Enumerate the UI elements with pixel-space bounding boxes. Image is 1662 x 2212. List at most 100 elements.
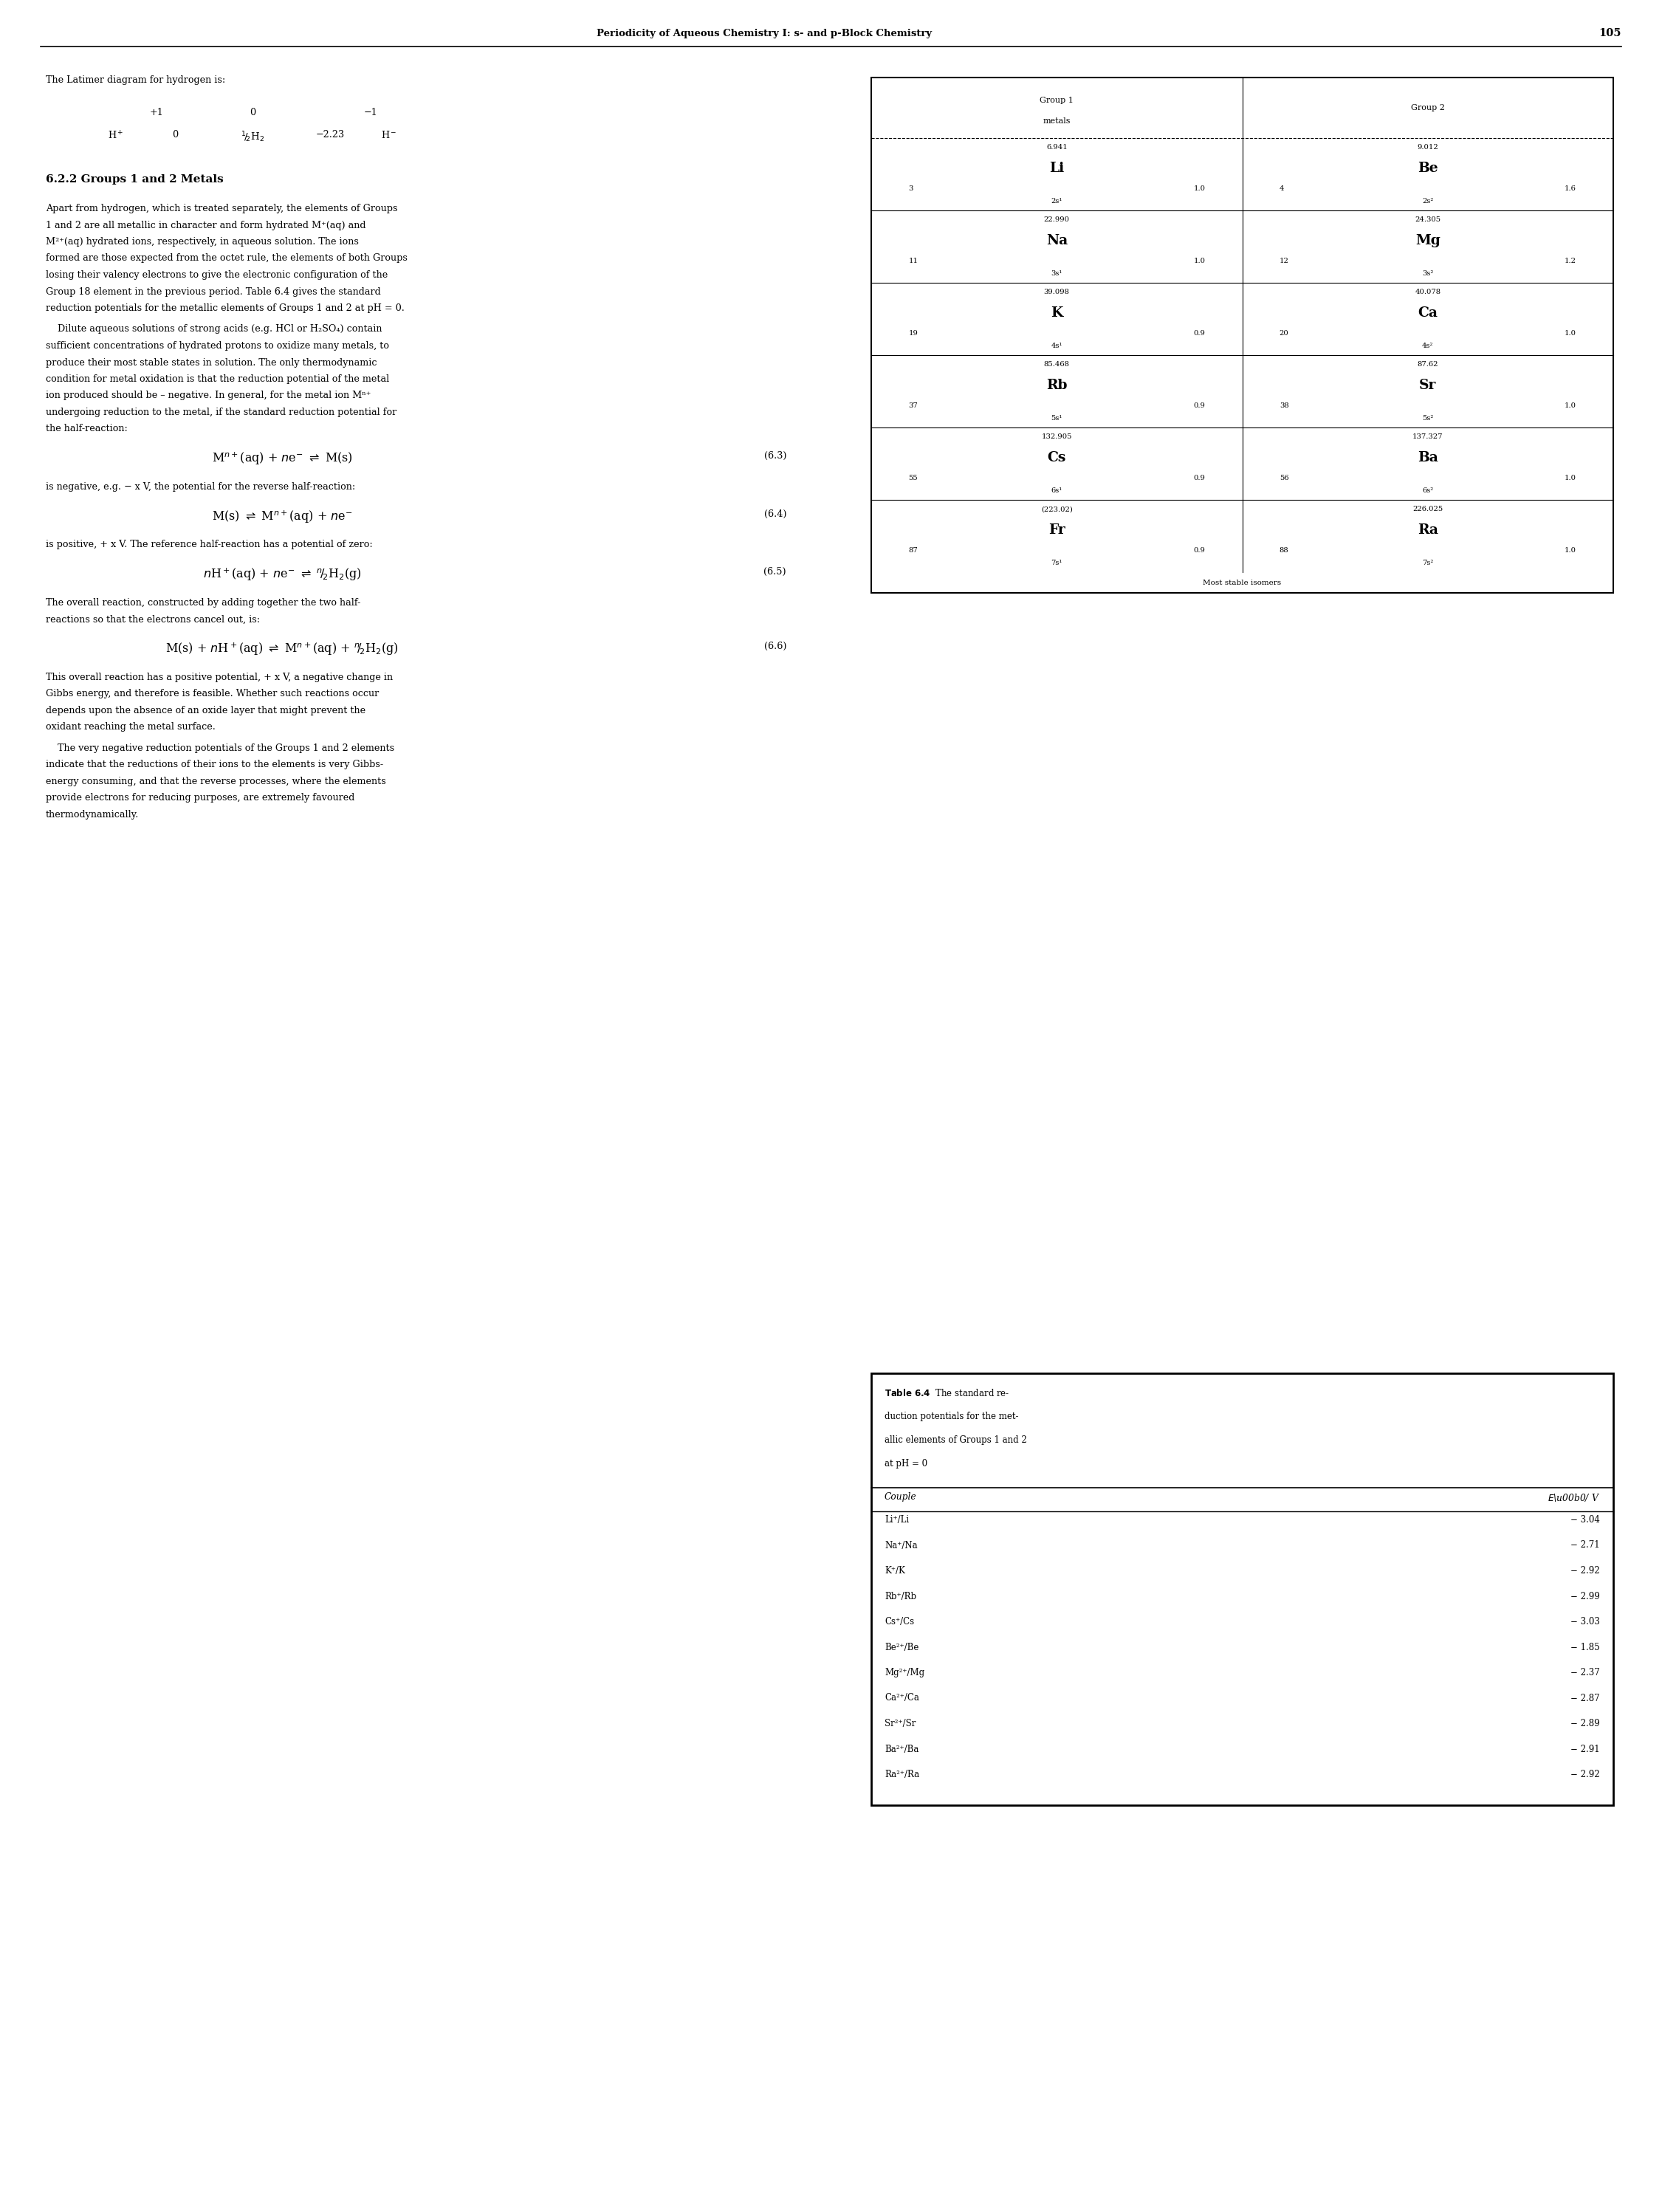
Text: undergoing reduction to the metal, if the standard reduction potential for: undergoing reduction to the metal, if th… (47, 407, 397, 418)
Text: 0.9: 0.9 (1193, 403, 1205, 409)
Text: reactions so that the electrons cancel out, is:: reactions so that the electrons cancel o… (47, 615, 259, 624)
Text: 1.0: 1.0 (1193, 186, 1205, 192)
Text: 88: 88 (1280, 546, 1288, 553)
Text: reduction potentials for the metallic elements of Groups 1 and 2 at pH = 0.: reduction potentials for the metallic el… (47, 303, 404, 314)
Text: Sr: Sr (1419, 378, 1436, 392)
Text: 19: 19 (909, 330, 917, 336)
Text: 0: 0 (171, 131, 178, 139)
Text: Periodicity of Aqueous Chemistry I: s- and p-Block Chemistry: Periodicity of Aqueous Chemistry I: s- a… (597, 29, 932, 38)
Text: 6s²: 6s² (1423, 487, 1433, 493)
Text: 87.62: 87.62 (1418, 361, 1438, 367)
Text: Li⁺/Li: Li⁺/Li (884, 1515, 909, 1524)
Text: 55: 55 (909, 476, 917, 482)
Text: Rb⁺/Rb: Rb⁺/Rb (884, 1590, 916, 1601)
Text: 6.941: 6.941 (1045, 144, 1067, 150)
Text: 0.9: 0.9 (1193, 330, 1205, 336)
Text: (223.02): (223.02) (1040, 507, 1072, 513)
Text: (6.4): (6.4) (765, 509, 786, 518)
Text: 1.0: 1.0 (1564, 403, 1576, 409)
Text: condition for metal oxidation is that the reduction potential of the metal: condition for metal oxidation is that th… (47, 374, 389, 385)
Text: the half-reaction:: the half-reaction: (47, 425, 128, 434)
Text: 24.305: 24.305 (1414, 217, 1441, 223)
Text: $n$H$^+$(aq) + $n$e$^{-}$ $\rightleftharpoons$ $^n\!/\!_2$H$_2$(g): $n$H$^+$(aq) + $n$e$^{-}$ $\rightlefthar… (203, 566, 361, 582)
Text: thermodynamically.: thermodynamically. (47, 810, 140, 818)
Bar (871, 77, 1614, 593)
Text: Gibbs energy, and therefore is feasible. Whether such reactions occur: Gibbs energy, and therefore is feasible.… (47, 690, 379, 699)
Text: Li: Li (1049, 161, 1064, 175)
Text: 1.0: 1.0 (1564, 546, 1576, 553)
Text: 7s¹: 7s¹ (1050, 560, 1062, 566)
Text: 3s¹: 3s¹ (1050, 270, 1062, 276)
Text: metals: metals (1042, 117, 1070, 124)
Text: 5s¹: 5s¹ (1050, 416, 1062, 422)
Text: at pH = 0: at pH = 0 (884, 1460, 927, 1469)
Text: M(s) $\rightleftharpoons$ M$^{n+}$(aq) + $n$e$^{-}$: M(s) $\rightleftharpoons$ M$^{n+}$(aq) +… (211, 509, 352, 524)
Text: 56: 56 (1280, 476, 1288, 482)
Text: 3s²: 3s² (1423, 270, 1433, 276)
Text: losing their valency electrons to give the electronic configuration of the: losing their valency electrons to give t… (47, 270, 387, 281)
Text: − 2.92: − 2.92 (1571, 1566, 1601, 1575)
Text: − 2.91: − 2.91 (1571, 1745, 1601, 1754)
Text: 1.2: 1.2 (1564, 259, 1576, 265)
Text: 5s²: 5s² (1423, 416, 1433, 422)
Text: 137.327: 137.327 (1413, 434, 1443, 440)
Text: 1.0: 1.0 (1564, 476, 1576, 482)
Text: Ra: Ra (1418, 524, 1438, 538)
Text: 39.098: 39.098 (1044, 290, 1070, 296)
Text: 38: 38 (1280, 403, 1288, 409)
Text: − 2.71: − 2.71 (1571, 1540, 1601, 1551)
Text: 1.0: 1.0 (1564, 330, 1576, 336)
Text: 87: 87 (909, 546, 917, 553)
Text: 7s²: 7s² (1423, 560, 1433, 566)
Text: Sr²⁺/Sr: Sr²⁺/Sr (884, 1719, 916, 1728)
Text: Na: Na (1045, 234, 1067, 248)
Text: (6.3): (6.3) (765, 451, 786, 460)
Text: H$^+$: H$^+$ (108, 131, 125, 142)
Text: Na⁺/Na: Na⁺/Na (884, 1540, 917, 1551)
Text: Couple: Couple (884, 1493, 917, 1502)
Text: 4: 4 (1280, 186, 1285, 192)
Text: formed are those expected from the octet rule, the elements of both Groups: formed are those expected from the octet… (47, 254, 407, 263)
Text: This overall reaction has a positive potential, + x V, a negative change in: This overall reaction has a positive pot… (47, 672, 392, 681)
Text: − 2.92: − 2.92 (1571, 1770, 1601, 1778)
Text: − 2.37: − 2.37 (1571, 1668, 1601, 1677)
Text: 12: 12 (1280, 259, 1288, 265)
Text: +1: +1 (150, 108, 163, 117)
Text: Ca²⁺/Ca: Ca²⁺/Ca (884, 1694, 919, 1703)
Text: Ba²⁺/Ba: Ba²⁺/Ba (884, 1745, 919, 1754)
Text: (6.5): (6.5) (765, 566, 786, 577)
Text: − 3.03: − 3.03 (1571, 1617, 1601, 1626)
Text: Group 18 element in the previous period. Table 6.4 gives the standard: Group 18 element in the previous period.… (47, 288, 381, 296)
Text: 2s¹: 2s¹ (1050, 197, 1062, 204)
Text: depends upon the absence of an oxide layer that might prevent the: depends upon the absence of an oxide lay… (47, 706, 366, 714)
Text: H$^-$: H$^-$ (381, 131, 397, 139)
Text: Ca: Ca (1418, 307, 1438, 321)
Text: sufficient concentrations of hydrated protons to oxidize many metals, to: sufficient concentrations of hydrated pr… (47, 341, 389, 352)
Text: 132.905: 132.905 (1042, 434, 1072, 440)
Text: 40.078: 40.078 (1414, 290, 1441, 296)
Text: Dilute aqueous solutions of strong acids (e.g. HCl or H₂SO₄) contain: Dilute aqueous solutions of strong acids… (47, 325, 382, 334)
Text: Mg: Mg (1416, 234, 1441, 248)
Text: 4s¹: 4s¹ (1050, 343, 1062, 349)
Text: − 2.89: − 2.89 (1571, 1719, 1601, 1728)
Text: 226.025: 226.025 (1413, 507, 1443, 513)
Text: 6.2.2 Groups 1 and 2 Metals: 6.2.2 Groups 1 and 2 Metals (47, 175, 223, 184)
Text: 9.012: 9.012 (1418, 144, 1438, 150)
Text: 37: 37 (909, 403, 917, 409)
Bar (871, 1374, 1614, 1805)
Text: K⁺/K: K⁺/K (884, 1566, 906, 1575)
Text: is positive, + x V. The reference half-reaction has a potential of zero:: is positive, + x V. The reference half-r… (47, 540, 372, 549)
Text: Be: Be (1418, 161, 1438, 175)
Text: The very negative reduction potentials of the Groups 1 and 2 elements: The very negative reduction potentials o… (47, 743, 394, 752)
Text: 1.6: 1.6 (1564, 186, 1576, 192)
Text: duction potentials for the met-: duction potentials for the met- (884, 1411, 1019, 1422)
Text: 2s²: 2s² (1423, 197, 1433, 204)
Text: − 2.87: − 2.87 (1571, 1694, 1601, 1703)
Text: 105: 105 (1599, 29, 1622, 38)
Text: 6s¹: 6s¹ (1050, 487, 1062, 493)
Text: M$^{n+}$(aq) + $n$e$^{-}$ $\rightleftharpoons$ M(s): M$^{n+}$(aq) + $n$e$^{-}$ $\rightlefthar… (211, 451, 352, 467)
Text: Ba: Ba (1418, 451, 1438, 465)
Text: − 2.99: − 2.99 (1571, 1590, 1601, 1601)
Text: is negative, e.g. − x V, the potential for the reverse half-reaction:: is negative, e.g. − x V, the potential f… (47, 482, 356, 491)
Text: Cs⁺/Cs: Cs⁺/Cs (884, 1617, 914, 1626)
